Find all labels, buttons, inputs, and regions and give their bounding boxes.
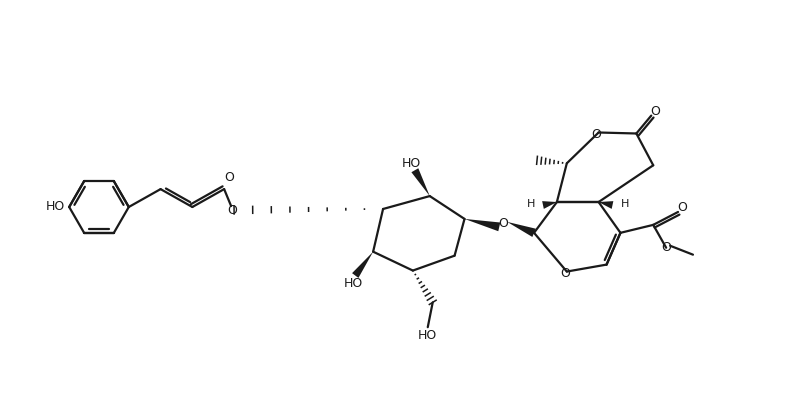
Polygon shape xyxy=(352,252,373,278)
Polygon shape xyxy=(507,222,535,237)
Text: HO: HO xyxy=(418,329,437,342)
Text: O: O xyxy=(661,241,671,254)
Polygon shape xyxy=(411,168,429,196)
Text: O: O xyxy=(677,202,687,214)
Text: O: O xyxy=(227,204,237,218)
Text: O: O xyxy=(650,105,660,118)
Text: HO: HO xyxy=(402,157,422,170)
Text: HO: HO xyxy=(46,200,65,214)
Polygon shape xyxy=(599,201,613,209)
Text: HO: HO xyxy=(344,277,363,290)
Text: O: O xyxy=(592,128,601,141)
Text: H: H xyxy=(620,199,629,209)
Text: O: O xyxy=(225,171,234,184)
Polygon shape xyxy=(465,219,500,231)
Polygon shape xyxy=(542,201,557,209)
Text: H: H xyxy=(527,199,535,209)
Text: O: O xyxy=(560,267,570,280)
Text: O: O xyxy=(498,217,508,230)
